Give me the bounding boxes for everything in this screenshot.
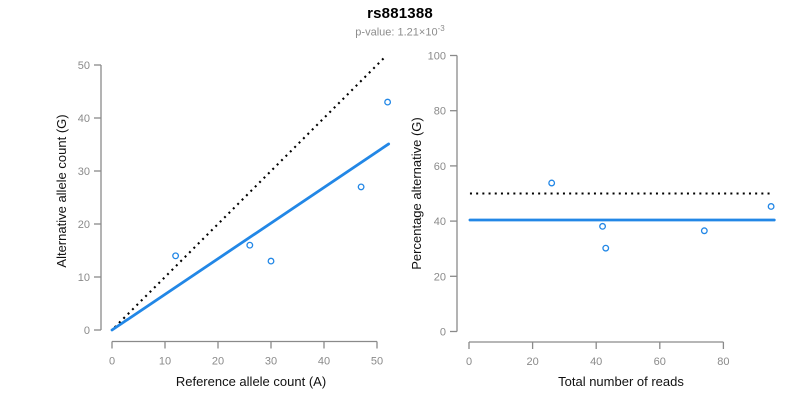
y-tick-label: 10 — [78, 272, 90, 284]
x-axis-title: Total number of reads — [558, 374, 684, 389]
x-tick-label: 10 — [159, 356, 171, 368]
data-point — [548, 179, 556, 187]
right-chart-percentage-alternative: 0 20 40 60 80 0 20 40 60 80 100 Total number of rea… — [409, 51, 776, 389]
x-tick-label: 80 — [717, 356, 729, 368]
y-tick-label: 40 — [78, 113, 90, 125]
data-point — [357, 183, 365, 191]
page-title: rs881388 — [367, 5, 433, 22]
y-axis-title: Percentage alternative (G) — [409, 117, 424, 269]
fit-line — [110, 142, 391, 332]
data-point — [602, 244, 610, 252]
p-value-text: p-value: 1.21×10 — [355, 26, 438, 39]
data-point — [267, 257, 275, 265]
x-axis-title: Reference allele count (A) — [176, 374, 326, 389]
p-value-exponent: -3 — [437, 24, 445, 33]
data-point — [384, 98, 392, 106]
y-tick-label: 60 — [434, 161, 446, 173]
y-tick-label: 20 — [434, 271, 446, 283]
x-tick-label: 60 — [654, 356, 666, 368]
y-tick-label: 40 — [434, 216, 446, 228]
x-tick-label: 40 — [590, 356, 602, 368]
y-tick-label: 0 — [84, 325, 90, 337]
p-value-subtitle: p-value: 1.21×10-3 — [0, 24, 800, 39]
left-chart-allele-counts: 0 10 20 30 40 50 0 10 20 30 40 50 Reference allele c… — [54, 55, 392, 389]
data-point — [700, 227, 708, 235]
x-tick-label: 20 — [526, 356, 538, 368]
data-point — [767, 203, 775, 210]
x-tick-label: 0 — [466, 356, 472, 368]
data-point — [246, 241, 254, 249]
y-axis-title: Alternative allele count (G) — [54, 114, 69, 267]
y-tick-label: 80 — [434, 106, 446, 118]
y-tick-label: 20 — [78, 219, 90, 231]
y-tick-label: 50 — [78, 60, 90, 72]
identity-line — [113, 55, 387, 329]
y-tick-label: 100 — [428, 51, 446, 63]
x-tick-label: 40 — [318, 356, 330, 368]
x-tick-label: 30 — [265, 356, 277, 368]
data-point — [599, 222, 607, 230]
x-tick-label: 20 — [212, 356, 224, 368]
x-tick-label: 0 — [109, 356, 115, 368]
x-tick-label: 50 — [371, 356, 383, 368]
data-point — [172, 252, 180, 260]
y-tick-label: 30 — [78, 166, 90, 178]
y-tick-label: 0 — [440, 327, 446, 339]
